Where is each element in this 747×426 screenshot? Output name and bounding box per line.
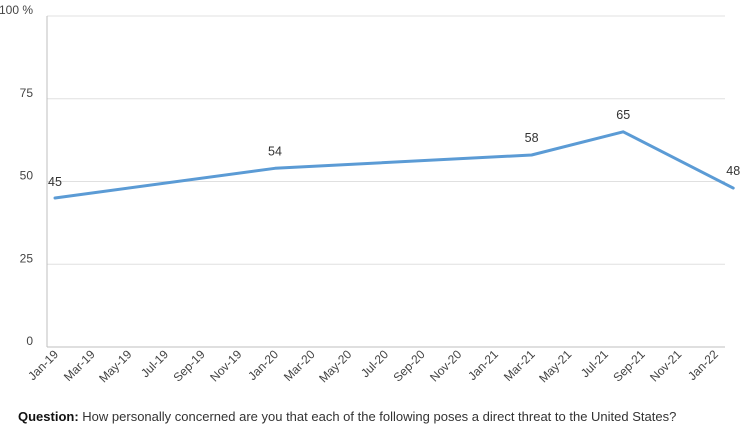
question-caption: Question: How personally concerned are y… — [18, 409, 676, 424]
x-tick-label: Sep-20 — [390, 347, 427, 384]
x-tick-label: May-20 — [316, 347, 354, 385]
x-tick-label: Nov-19 — [207, 347, 244, 384]
x-tick-label: Sep-19 — [170, 347, 207, 384]
series-line — [53, 130, 735, 200]
question-label: Question: — [18, 409, 79, 424]
data-label: 58 — [525, 131, 539, 145]
question-text: How personally concerned are you that ea… — [78, 409, 677, 424]
y-tick-label: 75 — [20, 86, 34, 100]
x-tick-label: Sep-21 — [610, 347, 647, 384]
x-tick-label: Jan-21 — [465, 347, 501, 383]
x-tick-label: Jul-20 — [358, 347, 391, 380]
x-tick-label: Mar-21 — [501, 347, 538, 384]
x-tick-label: May-19 — [96, 347, 134, 385]
series: 45 54 58 65 48 — [48, 108, 740, 200]
y-tick-label: 100 % — [0, 3, 33, 17]
y-tick-label: 25 — [20, 251, 34, 265]
x-tick-label: Jan-19 — [25, 347, 61, 383]
x-tick-label: Mar-20 — [281, 347, 318, 384]
x-tick-label: May-21 — [536, 347, 574, 385]
x-tick-label: Nov-20 — [427, 347, 464, 384]
x-tick-label: Jul-19 — [138, 347, 171, 380]
x-tick-label: Jan-20 — [245, 347, 281, 383]
gridlines — [46, 15, 725, 348]
data-label: 48 — [726, 164, 740, 178]
x-tick-label: Jan-22 — [685, 347, 721, 383]
data-label: 54 — [268, 144, 282, 158]
x-tick-label: Mar-19 — [61, 347, 98, 384]
x-tick-label: Nov-21 — [647, 347, 684, 384]
y-axis: 0 25 50 75 100 % — [0, 3, 33, 348]
x-tick-label: Jul-21 — [578, 347, 611, 380]
y-tick-label: 0 — [26, 334, 33, 348]
data-label: 45 — [48, 175, 62, 189]
y-tick-label: 50 — [20, 169, 34, 183]
data-label: 65 — [616, 108, 630, 122]
